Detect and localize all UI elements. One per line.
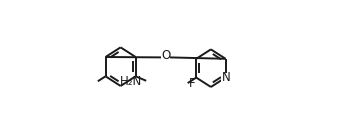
Text: O: O — [161, 49, 170, 62]
FancyBboxPatch shape — [221, 73, 232, 82]
Text: N: N — [222, 71, 231, 84]
Text: F: F — [189, 77, 196, 90]
FancyBboxPatch shape — [161, 51, 170, 59]
Text: H₂N: H₂N — [120, 75, 142, 88]
